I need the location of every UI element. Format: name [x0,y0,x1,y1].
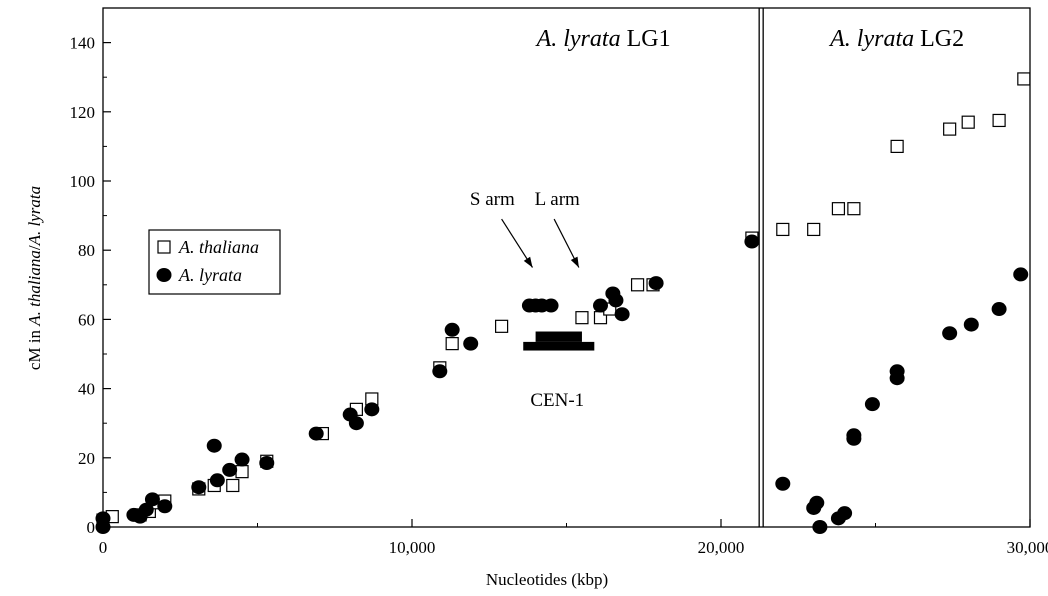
lyrata-point [809,495,825,510]
y-axis-title-part: cM in [25,326,44,370]
lyrata-point [614,307,630,322]
annotation-label: CEN-1 [530,390,584,411]
y-axis-title: cM in A. thaliana/A. lyrata [25,186,44,370]
lyrata-point [963,317,979,332]
y-axis-title-part: A. lyrata [25,186,44,247]
lyrata-point [144,492,160,507]
y-axis-title-part: / [25,245,44,250]
lyrata-point [364,402,380,417]
legend-label: A. lyrata [178,265,242,285]
lyrata-point [348,416,364,431]
lyrata-point [991,302,1007,317]
lyrata-point [775,476,791,491]
y-tick-label: 40 [78,380,95,399]
lyrata-point [942,326,958,341]
annotation-label: S arm [470,189,515,210]
axis-ticks: 0 20 40 60 80 100 120 140 0 10,000 20,000 30,000 [70,34,1048,557]
lyrata-point [648,276,664,291]
legend-circle-marker [156,268,172,282]
lyrata-point [444,322,460,337]
thaliana-point [235,465,249,479]
x-tick-label: 10,000 [389,538,436,557]
lyrata-point [608,293,624,308]
lyrata-point [206,438,222,453]
y-tick-label: 20 [78,449,95,468]
legend-square-marker [157,240,171,254]
region-label: A. lyrata LG1 [535,26,671,52]
thaliana-point [961,115,975,129]
y-tick-label: 60 [78,310,95,329]
centromere-top [535,331,582,342]
thaliana-point [943,122,957,136]
centromere-base [523,341,595,351]
lyrata-point [812,520,828,534]
legend-box [148,229,281,295]
lyrata-point [209,473,225,488]
lyrata-point [308,426,324,441]
lyrata-point [234,452,250,467]
lyrata-point [432,364,448,379]
thaliana-point [890,139,904,153]
lyrata-point [138,502,154,517]
region-label-species: A. lyrata [828,26,914,52]
lyrata-point [846,428,862,443]
lyrata-point [889,371,905,386]
arrow-head [570,256,579,268]
thaliana-point [630,278,645,292]
lyrata-point [259,455,275,470]
lyrata-point [864,397,880,412]
arrow-head [523,256,533,268]
thaliana-point [992,113,1006,128]
thaliana-point [831,202,846,216]
lyrata-point [222,462,238,477]
y-tick-label: 0 [87,518,96,537]
thaliana-point [226,478,240,493]
region-label-group: LG1 [621,26,671,52]
thaliana-point [1017,72,1031,86]
x-tick-label: 20,000 [698,538,745,557]
lyrata-point [837,506,853,521]
region-label-group: LG2 [914,26,964,52]
lyrata-point [744,234,760,249]
axis-titles: Nucleotides (kbp) cM in A. thaliana/A. l… [25,186,608,589]
thaliana-point [495,319,509,333]
lyrata-point [543,298,559,313]
region-label: A. lyrata LG2 [828,26,964,52]
y-tick-label: 100 [70,172,96,191]
thaliana-point [776,222,790,237]
thaliana-point [807,222,821,237]
thaliana-point [575,311,589,325]
legend: A. thaliana A. lyrata [148,229,281,295]
x-tick-label: 30,000 [1007,538,1048,557]
y-tick-label: 80 [78,241,95,260]
x-axis-title: Nucleotides (kbp) [486,570,608,589]
thaliana-point [847,202,861,216]
lyrata-point [592,298,608,313]
x-tick-label: 0 [99,538,108,557]
legend-label: A. thaliana [178,237,259,257]
annotation-label: L arm [535,189,580,210]
thaliana-point [445,337,459,351]
lyrata-point [1013,267,1029,282]
lyrata-point [95,511,111,526]
lyrata-point [157,499,173,514]
y-axis-title-part: A. thaliana [25,250,44,327]
data-points [95,72,1031,534]
y-tick-label: 120 [70,103,96,122]
y-tick-label: 140 [70,34,96,53]
lyrata-point [191,480,207,495]
lyrata-point [463,336,479,351]
region-label-species: A. lyrata [535,26,621,52]
